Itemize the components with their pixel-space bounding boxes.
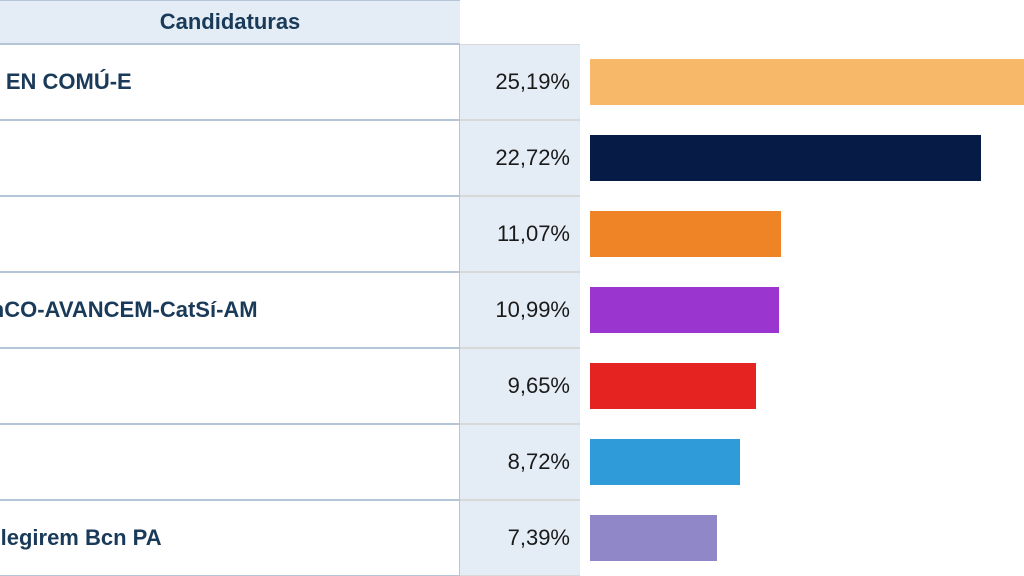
bar	[590, 135, 981, 181]
pct-cell: 25,19%	[460, 44, 580, 120]
pct-cell: 10,99%	[460, 272, 580, 348]
table-row: ICV-EUiA-BcnCO-AVANCEM-CatSí-AM 10,99%	[0, 272, 1024, 348]
table-row: Decidirem · Elegirem Bcn PA 7,39%	[0, 500, 1024, 576]
bar-cell	[580, 272, 1024, 348]
pct-value: 9,65%	[508, 373, 570, 399]
table-row: BARCELONA EN COMÚ-E 25,19%	[0, 44, 1024, 120]
candidacy-name-cell	[0, 424, 460, 500]
pct-value: 7,39%	[508, 525, 570, 551]
bar-cell	[580, 424, 1024, 500]
pct-cell: 22,72%	[460, 120, 580, 196]
pct-cell: 11,07%	[460, 196, 580, 272]
bar-cell	[580, 120, 1024, 196]
pct-value: 25,19%	[495, 69, 570, 95]
candidacy-name-cell: Decidirem · Elegirem Bcn PA	[0, 500, 460, 576]
pct-value: 11,07%	[497, 221, 570, 247]
bar	[590, 515, 717, 561]
candidacy-name-cell	[0, 348, 460, 424]
candidacy-name-cell: BARCELONA EN COMÚ-E	[0, 44, 460, 120]
candidacy-name: ICV-EUiA-BcnCO-AVANCEM-CatSí-AM	[0, 297, 258, 323]
table-row: 8,72%	[0, 424, 1024, 500]
pct-value: 22,72%	[495, 145, 570, 171]
candidacy-name-cell	[0, 196, 460, 272]
results-panel: Candidaturas BARCELONA EN COMÚ-E 25,19% 22…	[0, 0, 1024, 576]
pct-cell: 9,65%	[460, 348, 580, 424]
header-row: Candidaturas	[0, 0, 1024, 44]
header-candidaturas: Candidaturas	[0, 0, 460, 44]
table-row: 9,65%	[0, 348, 1024, 424]
bar	[590, 439, 740, 485]
candidacy-name-cell	[0, 120, 460, 196]
bar	[590, 363, 756, 409]
bar	[590, 211, 781, 257]
bar-cell	[580, 348, 1024, 424]
pct-cell: 8,72%	[460, 424, 580, 500]
header-title: Candidaturas	[160, 9, 301, 35]
pct-value: 10,99%	[495, 297, 570, 323]
bar-cell	[580, 44, 1024, 120]
bar-cell	[580, 500, 1024, 576]
table-row: 22,72%	[0, 120, 1024, 196]
bar	[590, 287, 779, 333]
candidacy-name: BARCELONA EN COMÚ-E	[0, 69, 132, 95]
header-spacer	[460, 0, 1024, 44]
rows-container: BARCELONA EN COMÚ-E 25,19% 22,72% 11,07% ICV…	[0, 44, 1024, 576]
table-row: 11,07%	[0, 196, 1024, 272]
pct-value: 8,72%	[508, 449, 570, 475]
bar	[590, 59, 1024, 105]
bar-cell	[580, 196, 1024, 272]
pct-cell: 7,39%	[460, 500, 580, 576]
candidacy-name: Decidirem · Elegirem Bcn PA	[0, 525, 162, 551]
candidacy-name-cell: ICV-EUiA-BcnCO-AVANCEM-CatSí-AM	[0, 272, 460, 348]
